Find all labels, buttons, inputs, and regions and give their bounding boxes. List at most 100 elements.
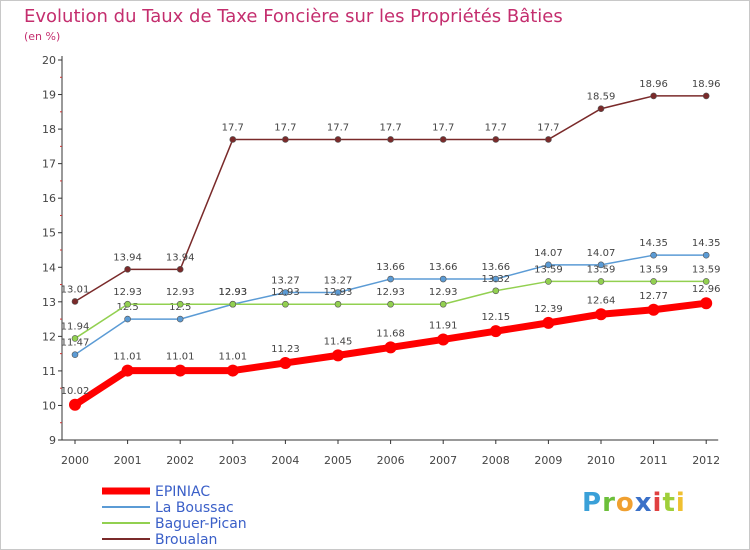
data-label-baguer-pican: 13.59 bbox=[534, 264, 563, 275]
x-tick-label: 2003 bbox=[219, 454, 247, 467]
data-point-baguer-pican bbox=[229, 300, 237, 308]
data-label-baguer-pican: 12.93 bbox=[324, 287, 353, 298]
data-label-baguer-pican: 12.93 bbox=[166, 287, 195, 298]
data-label-epiniac: 12.96 bbox=[692, 284, 721, 295]
data-point-broualan bbox=[492, 136, 500, 143]
data-point-epiniac bbox=[647, 303, 660, 316]
data-label-baguer-pican: 13.59 bbox=[692, 264, 721, 275]
logo-letter: i bbox=[675, 488, 686, 518]
data-point-epiniac bbox=[595, 308, 607, 321]
data-label-broualan: 17.7 bbox=[432, 122, 454, 133]
data-label-epiniac: 11.91 bbox=[429, 320, 458, 331]
proxiti-logo: Proxiti bbox=[582, 488, 686, 518]
y-tick-label: 9 bbox=[49, 434, 56, 447]
data-label-epiniac: 12.64 bbox=[587, 295, 616, 306]
y-tick-label: 17 bbox=[42, 158, 56, 171]
data-point-baguer-pican bbox=[492, 287, 500, 295]
y-tick-label: 16 bbox=[42, 192, 56, 205]
x-tick-label: 2008 bbox=[482, 454, 510, 467]
data-point-la-boussac bbox=[282, 289, 289, 296]
data-point-la-boussac bbox=[439, 275, 447, 283]
data-label-epiniac: 12.77 bbox=[639, 291, 668, 302]
data-point-broualan bbox=[124, 266, 131, 273]
data-label-baguer-pican: 11.94 bbox=[61, 321, 90, 332]
x-tick-label: 2007 bbox=[429, 454, 457, 467]
data-label-baguer-pican: 12.93 bbox=[218, 287, 247, 298]
data-point-la-boussac bbox=[545, 261, 552, 269]
data-point-la-boussac bbox=[124, 315, 131, 323]
data-label-la-boussac: 11.47 bbox=[61, 338, 90, 349]
data-label-la-boussac: 13.66 bbox=[376, 262, 405, 273]
data-point-epiniac bbox=[437, 333, 450, 346]
data-point-baguer-pican bbox=[439, 300, 447, 308]
data-point-epiniac bbox=[174, 364, 187, 377]
data-label-baguer-pican: 13.59 bbox=[639, 264, 668, 275]
data-label-epiniac: 10.02 bbox=[61, 386, 90, 397]
data-point-la-boussac bbox=[334, 289, 342, 296]
data-label-broualan: 17.7 bbox=[222, 122, 244, 133]
data-point-epiniac bbox=[332, 349, 344, 362]
logo-letter: o bbox=[615, 488, 635, 518]
data-point-broualan bbox=[702, 92, 710, 100]
data-label-broualan: 13.94 bbox=[166, 252, 195, 263]
y-tick-label: 18 bbox=[42, 123, 56, 136]
data-point-broualan bbox=[176, 266, 184, 273]
data-label-la-boussac: 14.35 bbox=[639, 238, 668, 249]
data-label-la-boussac: 12.5 bbox=[169, 302, 191, 313]
legend-label-la-boussac: La Boussac bbox=[155, 500, 234, 516]
legend-label-broualan: Broualan bbox=[155, 532, 217, 548]
data-label-epiniac: 11.01 bbox=[113, 352, 142, 363]
data-point-baguer-pican bbox=[702, 278, 710, 285]
data-point-baguer-pican bbox=[545, 278, 552, 285]
data-point-broualan bbox=[650, 92, 657, 100]
data-label-la-boussac: 12.93 bbox=[218, 287, 247, 298]
data-label-la-boussac: 13.66 bbox=[429, 262, 458, 273]
logo-letter: i bbox=[652, 488, 663, 518]
data-label-la-boussac: 14.35 bbox=[692, 238, 721, 249]
data-point-baguer-pican bbox=[334, 300, 342, 308]
data-label-la-boussac: 12.5 bbox=[116, 302, 138, 313]
data-point-baguer-pican bbox=[597, 278, 605, 285]
y-tick-label: 20 bbox=[42, 54, 56, 67]
data-label-la-boussac: 13.27 bbox=[324, 275, 353, 286]
x-tick-label: 2000 bbox=[61, 454, 89, 467]
x-tick-label: 2004 bbox=[271, 454, 299, 467]
data-point-la-boussac bbox=[702, 251, 710, 259]
y-tick-label: 12 bbox=[42, 330, 56, 343]
data-label-baguer-pican: 12.93 bbox=[113, 287, 142, 298]
data-label-epiniac: 11.01 bbox=[218, 352, 247, 363]
data-point-la-boussac bbox=[597, 261, 605, 269]
data-label-baguer-pican: 12.93 bbox=[271, 287, 300, 298]
data-label-broualan: 17.7 bbox=[327, 122, 349, 133]
data-label-broualan: 17.7 bbox=[537, 122, 559, 133]
x-tick-label: 2006 bbox=[377, 454, 405, 467]
data-label-la-boussac: 13.27 bbox=[271, 275, 300, 286]
data-point-broualan bbox=[545, 136, 552, 143]
y-tick-label: 19 bbox=[42, 89, 56, 102]
data-label-baguer-pican: 12.93 bbox=[429, 287, 458, 298]
y-tick-label: 13 bbox=[42, 296, 56, 309]
data-label-la-boussac: 14.07 bbox=[587, 248, 616, 259]
x-tick-label: 2010 bbox=[587, 454, 615, 467]
chart-title: Evolution du Taux de Taxe Foncière sur l… bbox=[24, 6, 563, 27]
data-point-epiniac bbox=[69, 398, 81, 411]
data-label-la-boussac: 14.07 bbox=[534, 248, 563, 259]
x-tick-label: 2011 bbox=[640, 454, 668, 467]
logo-letter: t bbox=[662, 488, 676, 518]
data-label-epiniac: 12.15 bbox=[481, 312, 510, 323]
data-point-broualan bbox=[597, 105, 605, 113]
data-point-broualan bbox=[229, 136, 237, 143]
data-label-baguer-pican: 12.93 bbox=[376, 287, 405, 298]
data-point-baguer-pican bbox=[650, 278, 657, 285]
logo-letter: r bbox=[602, 488, 616, 518]
logo-letter: x bbox=[634, 488, 653, 518]
y-axis-unit-label: (en %) bbox=[24, 30, 60, 43]
data-point-epiniac bbox=[121, 364, 134, 377]
y-tick-label: 10 bbox=[42, 399, 56, 412]
data-point-la-boussac bbox=[650, 251, 657, 259]
logo-letter: P bbox=[582, 488, 603, 518]
data-point-broualan bbox=[334, 136, 342, 143]
data-point-epiniac bbox=[226, 364, 239, 377]
data-point-broualan bbox=[71, 298, 79, 305]
